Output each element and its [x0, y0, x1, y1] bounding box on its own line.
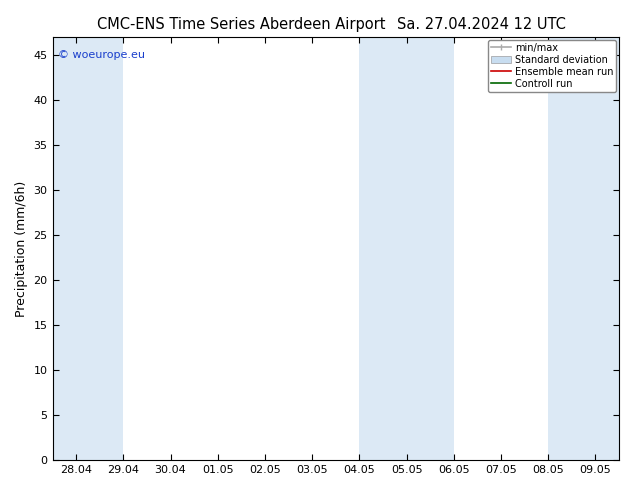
Legend: min/max, Standard deviation, Ensemble mean run, Controll run: min/max, Standard deviation, Ensemble me… — [488, 40, 616, 92]
Text: Sa. 27.04.2024 12 UTC: Sa. 27.04.2024 12 UTC — [398, 17, 566, 32]
Text: © woeurope.eu: © woeurope.eu — [58, 50, 145, 60]
Bar — [53, 37, 124, 460]
Text: CMC-ENS Time Series Aberdeen Airport: CMC-ENS Time Series Aberdeen Airport — [96, 17, 385, 32]
Bar — [548, 37, 619, 460]
Bar — [359, 37, 454, 460]
Y-axis label: Precipitation (mm/6h): Precipitation (mm/6h) — [15, 180, 28, 317]
